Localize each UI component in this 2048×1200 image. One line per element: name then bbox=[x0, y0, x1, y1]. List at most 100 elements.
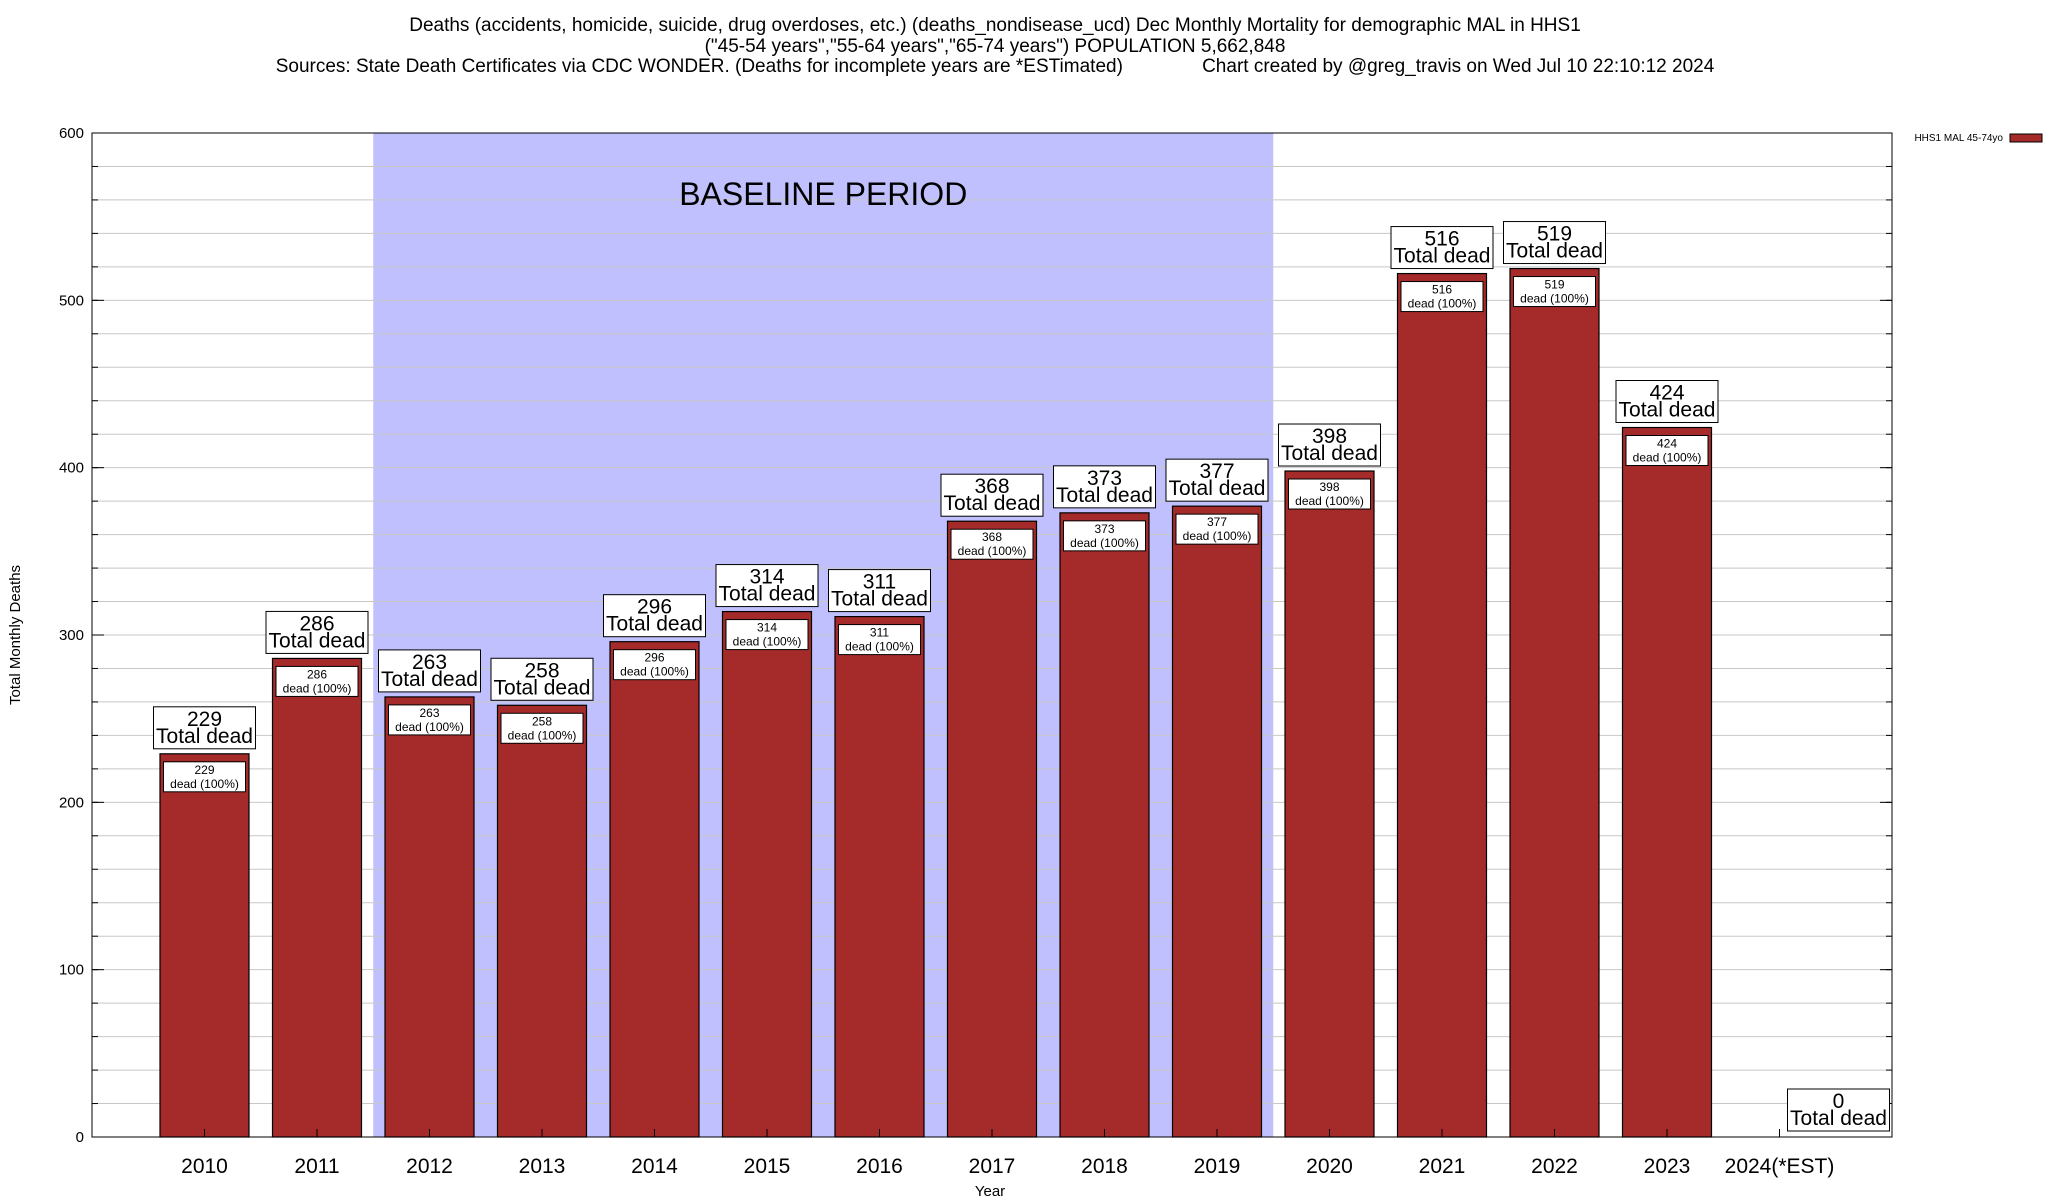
bar-value-label: 377 bbox=[1207, 515, 1227, 529]
bar-2020 bbox=[1284, 470, 1375, 1138]
total-value-label: 286 bbox=[299, 612, 334, 635]
total-value-label: 516 bbox=[1424, 228, 1459, 251]
total-label-box bbox=[1787, 1088, 1890, 1132]
total-label-box bbox=[490, 657, 594, 701]
total-dead-label: Total dead bbox=[1169, 477, 1266, 500]
x-tick-label: 2015 bbox=[744, 1155, 791, 1178]
x-tick-label: 2019 bbox=[1194, 1155, 1241, 1178]
bar-percent-label: dead (100%) bbox=[958, 544, 1027, 558]
bar-value-label: 368 bbox=[982, 530, 1002, 544]
total-value-label: 398 bbox=[1312, 425, 1347, 448]
bar-value-label: 311 bbox=[870, 626, 889, 640]
total-label-box bbox=[828, 569, 931, 613]
bar-2016 bbox=[834, 615, 925, 1138]
bar-2017 bbox=[946, 520, 1038, 1138]
bar-percent-label: dead (100%) bbox=[1520, 292, 1589, 306]
bar-value-box bbox=[613, 649, 696, 681]
total-dead-label: Total dead bbox=[831, 588, 928, 611]
total-label-box bbox=[378, 649, 481, 693]
x-tick-label: 2020 bbox=[1306, 1155, 1353, 1178]
bar-value-box bbox=[1175, 513, 1259, 545]
bar-percent-label: dead (100%) bbox=[845, 640, 914, 654]
bar-2013 bbox=[496, 704, 588, 1138]
total-label-box bbox=[940, 473, 1044, 517]
chart-title: Deaths (accidents, homicide, suicide, dr… bbox=[276, 15, 1715, 77]
bar-value-box bbox=[838, 624, 921, 656]
total-value-label: 0 bbox=[1833, 1090, 1845, 1113]
bar-percent-label: dead (100%) bbox=[395, 720, 464, 734]
total-dead-label: Total dead bbox=[1394, 245, 1491, 268]
y-tick-label: 400 bbox=[59, 460, 84, 477]
y-tick-label: 100 bbox=[59, 962, 84, 979]
total-value-label: 263 bbox=[412, 651, 447, 674]
bar-percent-label: dead (100%) bbox=[733, 635, 802, 649]
y-tick-label: 200 bbox=[59, 794, 84, 811]
bar-value-label: 229 bbox=[194, 763, 214, 777]
x-tick-label: 2018 bbox=[1081, 1155, 1128, 1178]
bar-2019 bbox=[1171, 505, 1263, 1138]
y-axis-title: Total Monthly Deaths bbox=[7, 565, 24, 705]
bar-2022 bbox=[1509, 267, 1600, 1138]
x-tick-label: 2016 bbox=[856, 1155, 903, 1178]
bar-2021 bbox=[1396, 272, 1488, 1138]
x-tick-label: 2013 bbox=[519, 1155, 566, 1178]
x-tick-label: 2022 bbox=[1531, 1155, 1578, 1178]
total-value-label: 314 bbox=[749, 566, 784, 589]
bar-percent-label: dead (100%) bbox=[1183, 529, 1252, 543]
total-label-box bbox=[1165, 458, 1269, 502]
bar-value-label: 296 bbox=[644, 651, 664, 665]
bar-value-box bbox=[388, 704, 471, 736]
bar-percent-label: dead (100%) bbox=[1408, 297, 1477, 311]
x-tick-label: 2024(*EST) bbox=[1725, 1155, 1835, 1178]
x-tick-label: 2021 bbox=[1419, 1155, 1466, 1178]
x-tick-label: 2010 bbox=[181, 1155, 228, 1178]
bar-value-box bbox=[950, 528, 1034, 560]
title-line-1: Deaths (accidents, homicide, suicide, dr… bbox=[409, 15, 1581, 36]
bar-value-label: 258 bbox=[532, 714, 552, 728]
bar-value-label: 516 bbox=[1432, 283, 1452, 297]
legend-swatch bbox=[2009, 133, 2043, 143]
bar-value-box bbox=[1513, 276, 1596, 308]
bar-value-box bbox=[1625, 435, 1709, 467]
total-label-box bbox=[1390, 226, 1494, 270]
bar-value-label: 424 bbox=[1657, 437, 1677, 451]
total-label-box bbox=[715, 564, 819, 608]
legend: HHS1 MAL 45-74yo bbox=[1914, 133, 2043, 144]
bar-2012 bbox=[384, 696, 475, 1138]
x-axis-ticks: 2010 2011 2012 2013 2014 2015 2016 2017 2018 2019… bbox=[181, 1129, 1834, 1178]
total-dead-label: Total dead bbox=[606, 613, 703, 636]
bar-value-box bbox=[163, 761, 246, 793]
bar-value-box bbox=[500, 712, 584, 744]
total-value-label: 258 bbox=[524, 659, 559, 682]
bar-percent-label: dead (100%) bbox=[620, 665, 689, 679]
y-tick-label: 500 bbox=[59, 292, 84, 309]
baseline-period-label: BASELINE PERIOD bbox=[679, 176, 967, 212]
total-value-label: 229 bbox=[187, 708, 222, 731]
bar-value-box bbox=[1063, 520, 1146, 552]
total-value-label: 296 bbox=[637, 596, 672, 619]
bar-2011 bbox=[271, 657, 363, 1138]
bar-2015 bbox=[721, 610, 813, 1138]
bar-2023 bbox=[1621, 426, 1713, 1138]
x-tick-label: 2012 bbox=[406, 1155, 453, 1178]
bars: 229 Total dead 229 dead (100%) 286 Total dead… bbox=[153, 221, 1890, 1138]
title-line-2: ("45-54 years","55-64 years","65-74 year… bbox=[705, 36, 1286, 57]
x-tick-label: 2017 bbox=[969, 1155, 1016, 1178]
bar-value-box bbox=[1288, 478, 1371, 510]
bar-value-label: 286 bbox=[307, 667, 327, 681]
total-label-box bbox=[1615, 380, 1719, 424]
total-dead-label: Total dead bbox=[1056, 484, 1153, 507]
bar-percent-label: dead (100%) bbox=[1070, 536, 1139, 550]
bar-2014 bbox=[609, 641, 700, 1138]
x-tick-label: 2014 bbox=[631, 1155, 678, 1178]
total-dead-label: Total dead bbox=[1619, 399, 1716, 422]
y-axis-ticks: 0 100 200 300 400 500 600 bbox=[59, 125, 84, 1146]
total-dead-label: Total dead bbox=[944, 492, 1041, 515]
total-label-box bbox=[1278, 423, 1381, 467]
bar-percent-label: dead (100%) bbox=[508, 728, 577, 742]
bar-value-box bbox=[1400, 281, 1484, 313]
total-value-label: 519 bbox=[1537, 223, 1572, 246]
bar-percent-label: dead (100%) bbox=[1633, 451, 1702, 465]
bar-percent-label: dead (100%) bbox=[1295, 494, 1364, 508]
